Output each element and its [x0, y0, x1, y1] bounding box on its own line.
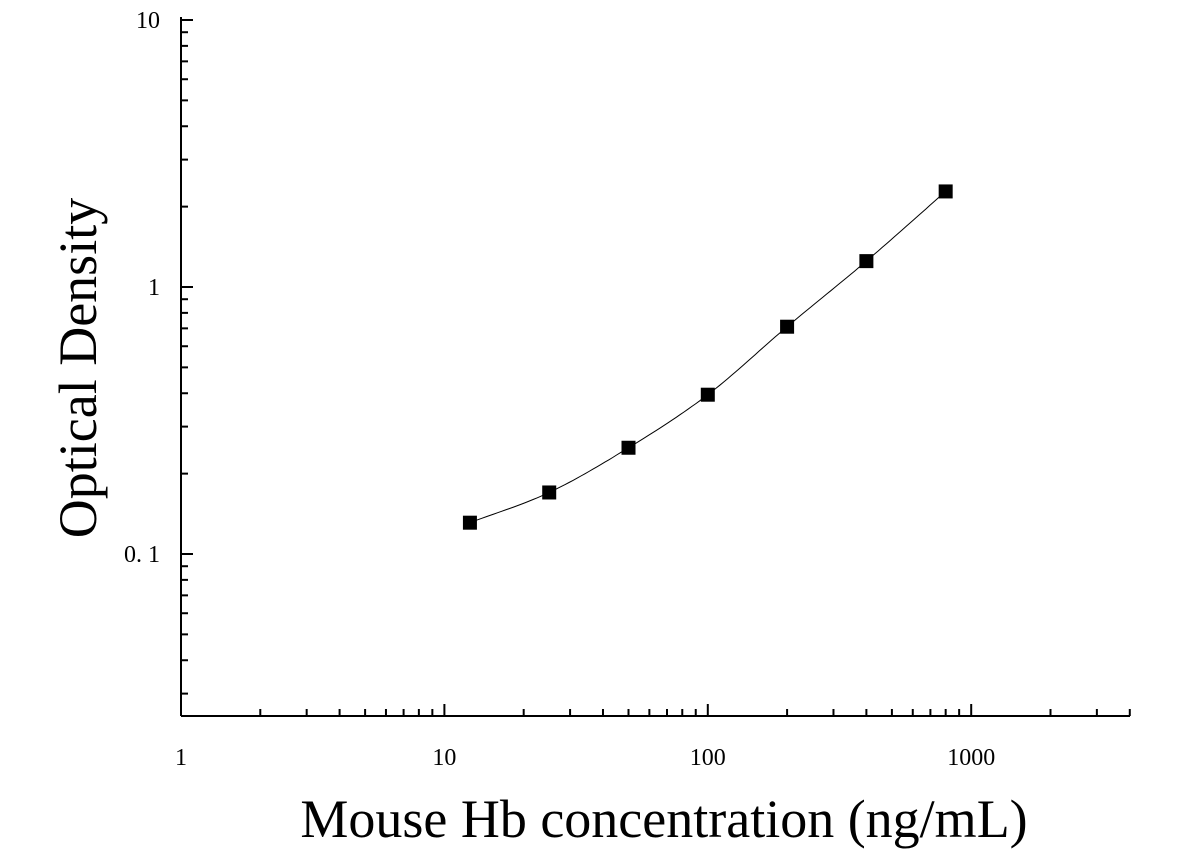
data-point [621, 440, 636, 455]
x-tick-label: 1000 [947, 745, 995, 771]
y-tick-label: 10 [136, 8, 160, 34]
data-point [700, 387, 715, 402]
x-tick-label: 100 [690, 745, 726, 771]
y-tick-label: 1 [148, 275, 160, 301]
x-tick-label: 10 [432, 745, 456, 771]
y-axis-title: Optical Density [48, 198, 108, 538]
y-tick-labels: 0. 1 1 10 [124, 8, 160, 568]
x-axis-title: Mouse Hb concentration (ng/mL) [300, 789, 1027, 849]
x-tick-labels: 1 10 100 1000 [175, 745, 995, 771]
data-point [462, 515, 477, 530]
data-point [938, 184, 953, 199]
data-point [780, 319, 795, 334]
data-point [542, 485, 557, 500]
x-ticks [180, 704, 1131, 716]
y-tick-label: 0. 1 [124, 542, 160, 568]
data-points [462, 184, 953, 530]
data-point [859, 254, 874, 269]
axes [180, 17, 1130, 717]
fit-curve [469, 191, 947, 524]
x-tick-label: 1 [175, 745, 187, 771]
y-ticks [181, 19, 193, 695]
